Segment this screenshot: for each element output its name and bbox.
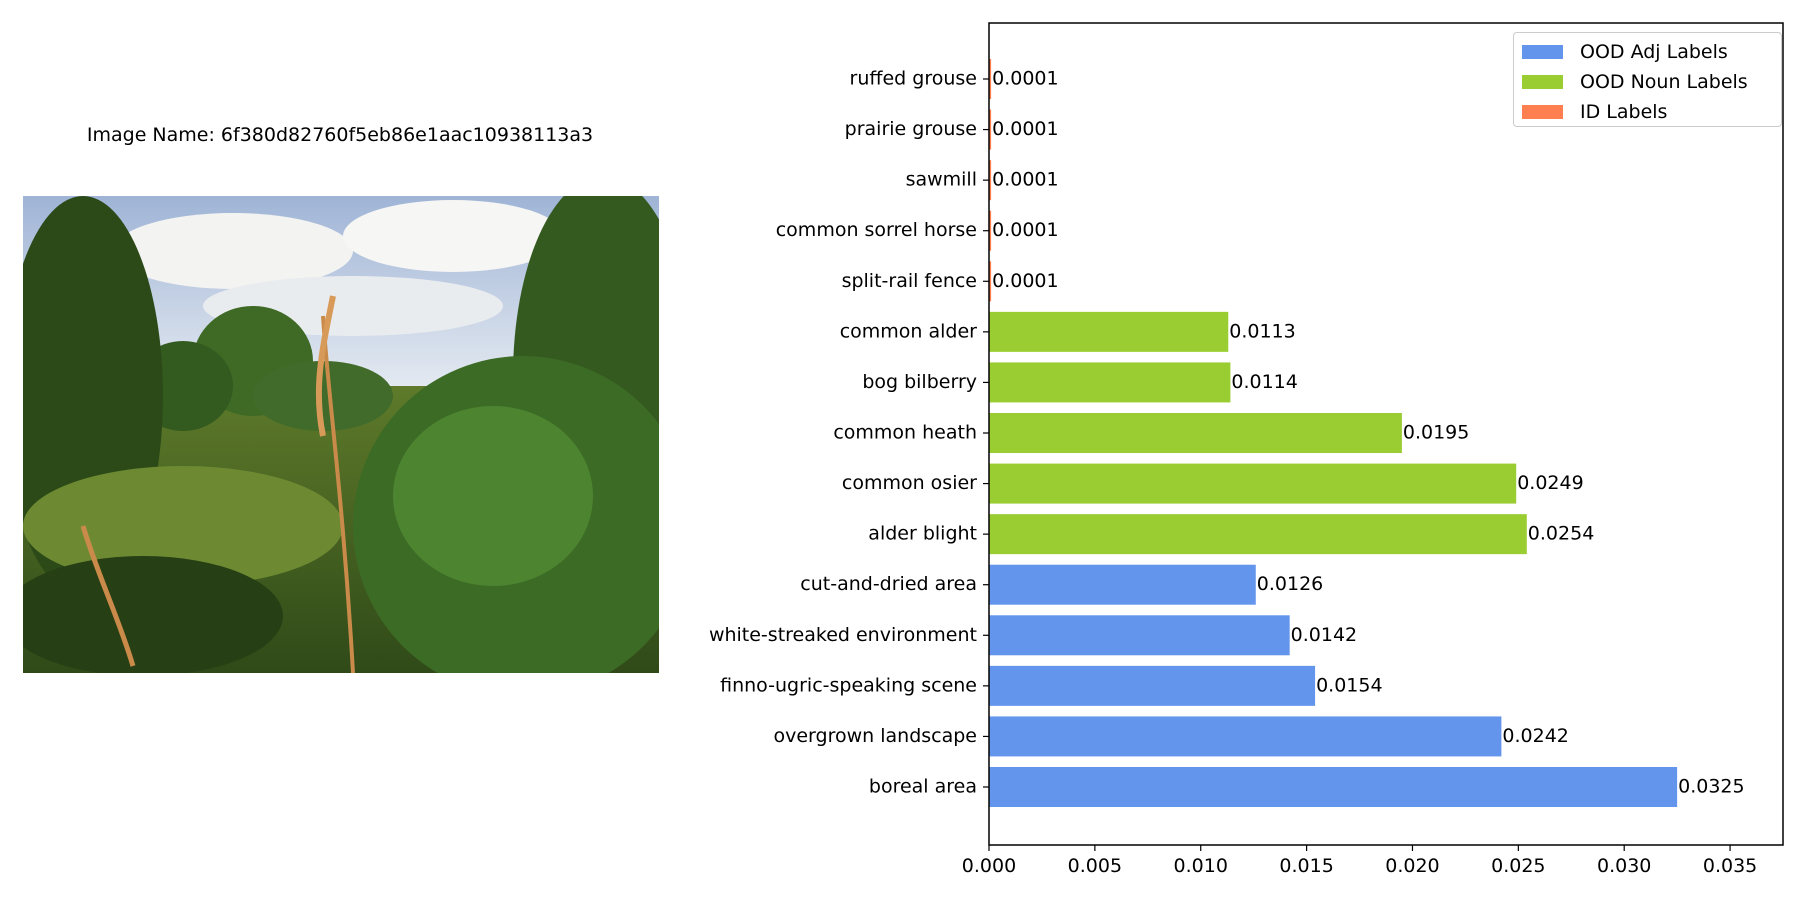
value-label: 0.0001	[992, 118, 1058, 140]
legend-swatch-adj	[1522, 45, 1563, 59]
x-tick-label: 0.005	[1068, 855, 1122, 877]
x-tick-label: 0.025	[1491, 855, 1545, 877]
value-label: 0.0114	[1231, 371, 1297, 393]
legend-swatch-noun	[1522, 75, 1563, 89]
y-tick-label: ruffed grouse	[850, 68, 977, 90]
bar-sawmill	[989, 160, 992, 201]
value-label: 0.0325	[1678, 776, 1744, 798]
y-tick-label: cut-and-dried area	[800, 573, 977, 595]
x-tick-label: 0.020	[1385, 855, 1439, 877]
y-tick-label: common sorrel horse	[776, 219, 977, 241]
value-labels-group: 0.0325 0.0242 0.0154 0.0142 0.0126 0.0254 0.02…	[992, 68, 1745, 798]
y-tick-label: bog bilberry	[862, 371, 977, 393]
x-tick-label: 0.030	[1597, 855, 1651, 877]
bar-prairie-grouse	[989, 109, 992, 150]
value-label: 0.0154	[1316, 674, 1382, 696]
legend-item-id: ID Labels	[1522, 97, 1773, 127]
legend-swatch-id	[1522, 105, 1563, 119]
x-tick-label: 0.000	[962, 855, 1016, 877]
legend-label-noun: OOD Noun Labels	[1580, 71, 1748, 93]
bar-boreal-area	[989, 767, 1678, 807]
y-tick-label: split-rail fence	[842, 270, 977, 292]
y-tick-label: prairie grouse	[845, 118, 977, 140]
bar-common-alder	[989, 311, 1229, 352]
bar-finno-ugric-speaking-scene	[989, 665, 1316, 706]
value-label: 0.0001	[992, 169, 1058, 191]
x-tick-label: 0.035	[1703, 855, 1757, 877]
y-tick-label: alder blight	[868, 523, 977, 545]
value-label: 0.0195	[1403, 422, 1469, 444]
legend-item-noun: OOD Noun Labels	[1522, 67, 1773, 97]
y-tick-label: sawmill	[906, 169, 977, 191]
legend-label-adj: OOD Adj Labels	[1580, 41, 1728, 63]
bar-overgrown-landscape	[989, 716, 1502, 757]
value-label: 0.0126	[1257, 573, 1323, 595]
landscape-photo-icon	[23, 196, 659, 673]
value-label: 0.0001	[992, 219, 1058, 241]
value-label: 0.0001	[992, 270, 1058, 292]
x-tick-label: 0.010	[1174, 855, 1228, 877]
y-tick-label: overgrown landscape	[774, 725, 978, 747]
value-label: 0.0001	[992, 68, 1058, 90]
bar-bog-bilberry	[989, 362, 1231, 403]
bar-common-sorrel-horse	[989, 210, 992, 251]
y-tick-label: common alder	[840, 320, 977, 342]
bar-alder-blight	[989, 514, 1527, 555]
y-tick-label: common osier	[842, 472, 977, 494]
value-label: 0.0142	[1291, 624, 1357, 646]
y-tick-label: finno-ugric-speaking scene	[720, 674, 977, 696]
x-tick-label: 0.015	[1279, 855, 1333, 877]
bar-common-osier	[989, 463, 1517, 504]
bars-group	[989, 59, 1678, 807]
y-tick-label: white-streaked environment	[709, 624, 977, 646]
value-label: 0.0249	[1517, 472, 1583, 494]
legend: OOD Adj Labels OOD Noun Labels ID Labels	[1513, 32, 1782, 127]
value-label: 0.0254	[1528, 523, 1594, 545]
x-axis-ticks: 0.000 0.005 0.010 0.015 0.020 0.025 0.030 0.035	[962, 845, 1757, 877]
bar-split-rail-fence	[989, 261, 992, 302]
bar-white-streaked-environment	[989, 615, 1290, 656]
value-label: 0.0113	[1229, 320, 1295, 342]
legend-item-adj: OOD Adj Labels	[1522, 37, 1773, 67]
value-label: 0.0242	[1502, 725, 1568, 747]
bar-common-heath	[989, 413, 1402, 453]
bar-ruffed-grouse	[989, 59, 992, 99]
image-name-caption: Image Name: 6f380d82760f5eb86e1aac109381…	[86, 124, 594, 146]
legend-label-id: ID Labels	[1580, 101, 1668, 123]
axes-frame	[988, 22, 1784, 846]
y-tick-label: common heath	[833, 422, 977, 444]
y-axis-ticks: boreal area overgrown landscape finno-ugri…	[709, 68, 989, 798]
y-tick-label: boreal area	[869, 776, 977, 798]
bar-cut-and-dried-area	[989, 564, 1256, 605]
landscape-photo	[23, 196, 659, 673]
